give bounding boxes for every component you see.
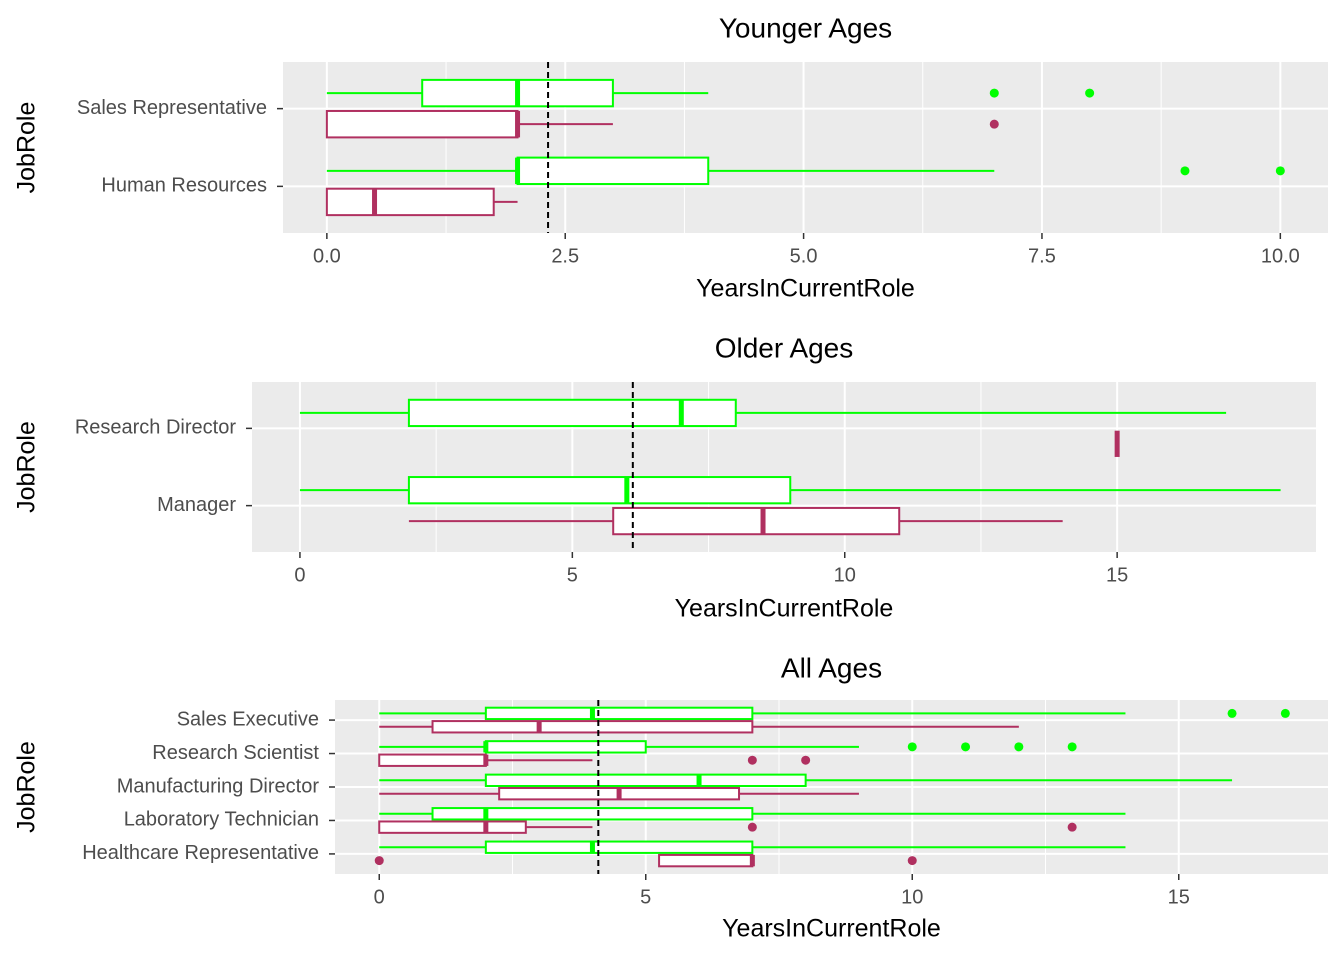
outlier xyxy=(907,742,917,752)
y-axis-title: JobRole xyxy=(13,102,41,194)
outlier xyxy=(1180,166,1190,176)
box xyxy=(484,740,647,754)
outlier xyxy=(1280,708,1290,718)
chart-title: Older Ages xyxy=(715,332,854,363)
box xyxy=(484,706,754,721)
outlier xyxy=(1275,166,1285,176)
outlier xyxy=(747,755,757,765)
x-tick-label: 0 xyxy=(374,886,385,908)
y-tick-label: Laboratory Technician xyxy=(124,809,319,831)
box xyxy=(516,156,710,186)
x-tick-label: 5 xyxy=(640,886,651,908)
outlier xyxy=(1227,708,1237,718)
x-tick-label: 10.0 xyxy=(1261,245,1300,267)
x-tick-label: 10 xyxy=(901,886,923,908)
box xyxy=(431,807,754,821)
y-axis-title: JobRole xyxy=(13,741,41,833)
y-tick-label: Sales Representative xyxy=(77,97,267,119)
box xyxy=(658,853,754,868)
x-tick-label: 0.0 xyxy=(313,245,341,267)
y-tick-label: Manager xyxy=(157,494,236,516)
chart-title: Younger Ages xyxy=(719,12,892,43)
outlier xyxy=(907,856,917,866)
chart-title: All Ages xyxy=(781,652,882,683)
y-tick-label: Healthcare Representative xyxy=(82,842,319,864)
box xyxy=(612,506,901,536)
box xyxy=(431,720,754,734)
outlier xyxy=(801,755,811,765)
x-tick-label: 2.5 xyxy=(551,245,579,267)
outlier xyxy=(1085,88,1095,98)
box xyxy=(484,773,807,787)
x-tick-label: 10 xyxy=(834,564,856,586)
box xyxy=(378,753,487,767)
x-axis-title: YearsInCurrentRole xyxy=(696,275,915,303)
y-tick-label: Sales Executive xyxy=(177,708,319,730)
outlier xyxy=(747,822,757,832)
box xyxy=(378,820,527,834)
x-tick-label: 15 xyxy=(1106,564,1128,586)
y-axis-title: JobRole xyxy=(13,421,41,513)
y-tick-label: Human Resources xyxy=(101,175,267,197)
box xyxy=(407,476,792,505)
outlier xyxy=(1067,742,1077,752)
x-tick-label: 7.5 xyxy=(1028,245,1056,267)
outlier xyxy=(1014,742,1024,752)
y-tick-label: Research Scientist xyxy=(152,742,319,764)
x-axis-title: YearsInCurrentRole xyxy=(722,915,941,943)
outlier xyxy=(989,88,999,98)
outlier xyxy=(961,742,971,752)
outlier xyxy=(1067,822,1077,832)
x-tick-label: 0 xyxy=(294,564,305,586)
box xyxy=(325,187,495,217)
outlier xyxy=(374,856,384,866)
box xyxy=(484,840,754,854)
y-tick-label: Research Director xyxy=(75,417,237,439)
box xyxy=(407,398,737,428)
y-tick-label: Manufacturing Director xyxy=(117,775,320,797)
x-tick-label: 5 xyxy=(567,564,578,586)
x-tick-label: 5.0 xyxy=(790,245,818,267)
x-tick-label: 15 xyxy=(1168,886,1190,908)
outlier xyxy=(989,119,999,129)
box xyxy=(325,109,519,139)
x-axis-title: YearsInCurrentRole xyxy=(675,595,894,623)
